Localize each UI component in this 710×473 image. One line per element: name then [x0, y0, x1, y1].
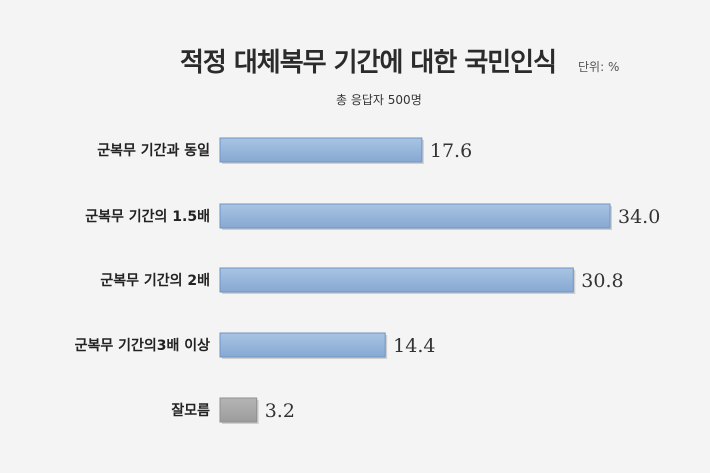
bar [219, 137, 423, 163]
unit-label: 단위: % [578, 60, 620, 74]
value-label: 3.2 [265, 400, 295, 422]
value-label: 17.6 [430, 140, 472, 162]
chart-subtitle: 총 응답자 500명 [336, 93, 422, 107]
chart-title: 적정 대체복무 기간에 대한 국민인식 [180, 48, 557, 78]
bar [219, 267, 574, 293]
category-label: 군복무 기간의3배 이상 [75, 337, 211, 354]
value-label: 30.8 [581, 270, 623, 292]
category-label: 잘모름 [171, 403, 210, 419]
bar [219, 203, 611, 229]
value-label: 14.4 [393, 335, 435, 357]
bar [219, 332, 386, 358]
category-label: 군복무 기간의 1.5배 [85, 208, 210, 225]
category-label: 군복무 기간과 동일 [97, 142, 210, 159]
category-label: 군복무 기간의 2배 [100, 272, 210, 289]
bar [219, 397, 258, 423]
value-label: 34.0 [618, 206, 660, 228]
